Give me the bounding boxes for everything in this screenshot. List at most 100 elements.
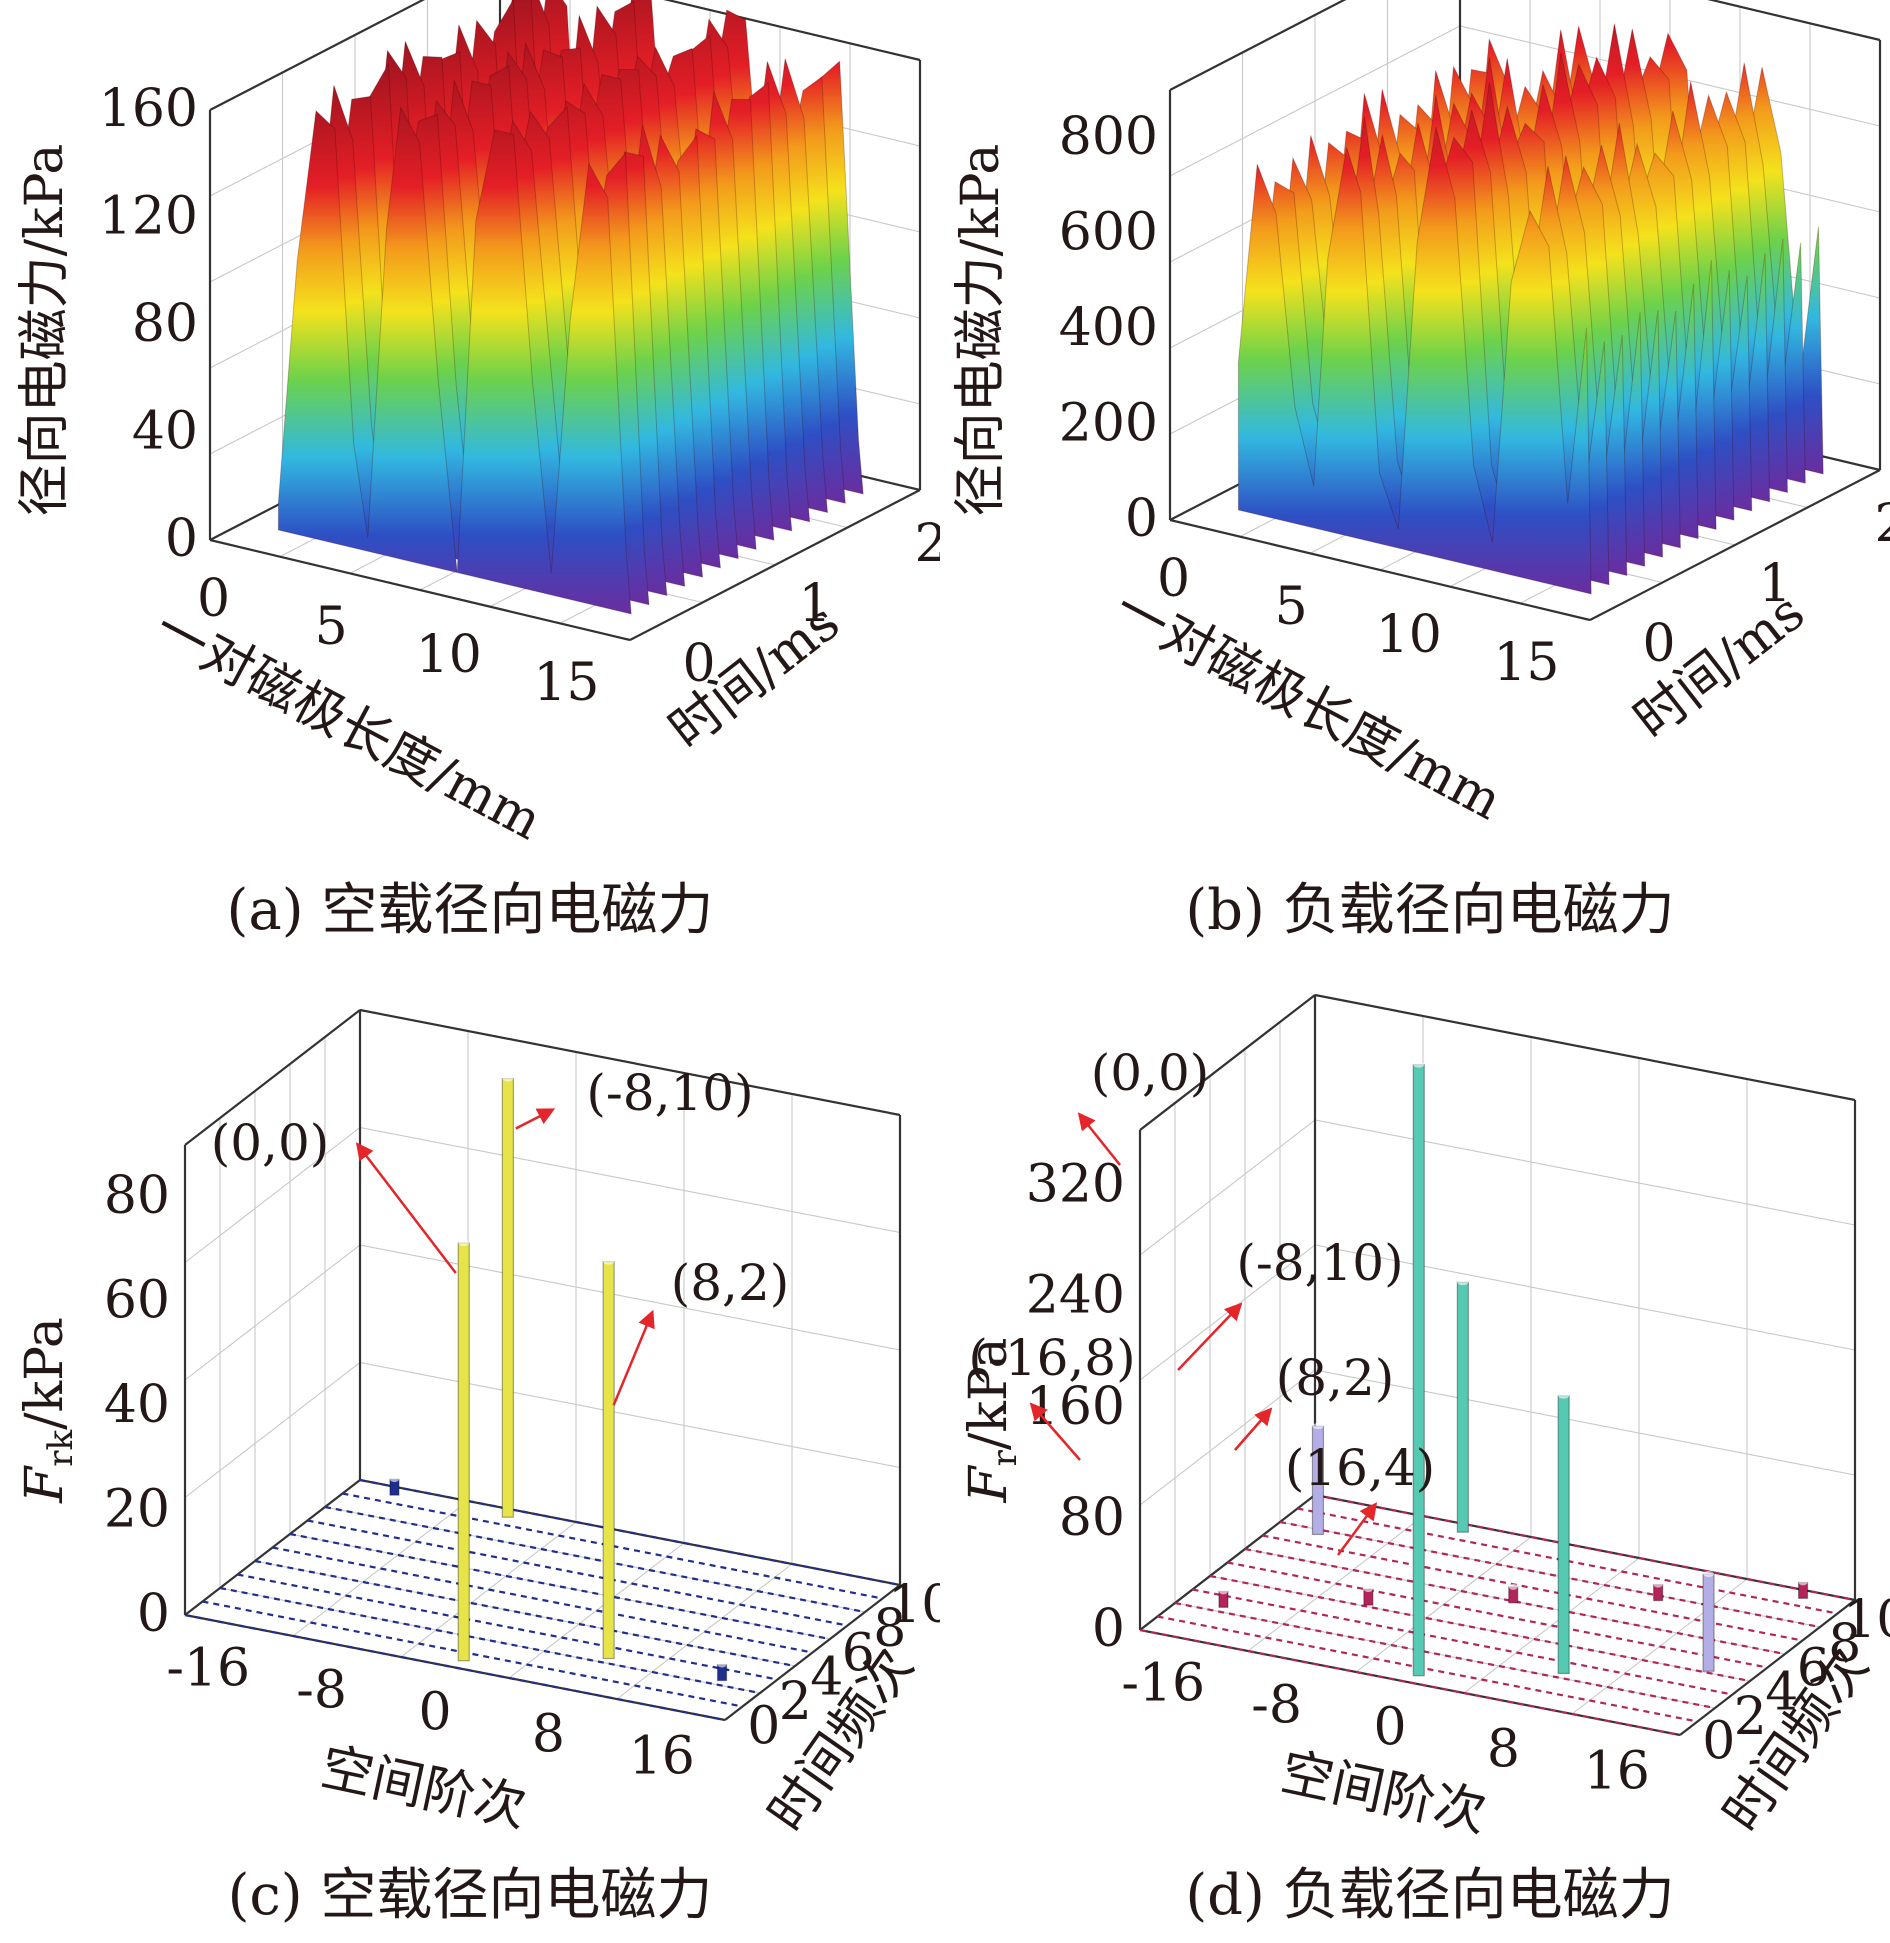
- bar: [1456, 1281, 1469, 1533]
- z-axis-symbol: F: [15, 1465, 75, 1504]
- y-tick-label: 2: [1874, 494, 1890, 554]
- x-axis-title: 一对磁极长度/mm: [1105, 578, 1511, 832]
- z-tick-label: 40: [132, 402, 198, 462]
- y-tick-label: 4: [1765, 1663, 1798, 1723]
- z-axis-symbol: F: [959, 1465, 1019, 1504]
- bar: [602, 1261, 615, 1660]
- y-tick-label: 0: [1642, 614, 1675, 674]
- z-tick-label: 80: [104, 1166, 170, 1226]
- x-tick-label: 16: [629, 1727, 695, 1787]
- floor-dash-line: [307, 1519, 848, 1627]
- bar-cap: [1558, 1392, 1570, 1399]
- annotation-label: (0,0): [1091, 1044, 1210, 1102]
- z-tick-label: 40: [104, 1375, 170, 1435]
- z-axis-unit: /kPa: [959, 1337, 1019, 1450]
- bar-cap: [1413, 1061, 1425, 1068]
- annotation-arrow: [515, 1108, 556, 1130]
- caption-c: (c) 空载径向电磁力: [227, 1863, 713, 1928]
- floor-dash-line: [254, 1559, 796, 1668]
- z-tick-label: 80: [132, 294, 198, 354]
- floor-dash-line: [1192, 1588, 1733, 1696]
- y-tick-label: 2: [779, 1672, 812, 1732]
- z-tick-label: 600: [1059, 202, 1158, 262]
- y-tick-label: 10: [1843, 1590, 1890, 1650]
- x-tick-label: -16: [1121, 1653, 1205, 1713]
- bar-cap: [1218, 1588, 1228, 1595]
- panel-a: 0 40 80 120 160 0 5 10 15 0 1 2 径向电磁力/kPa 一对磁极长度/mm 时间…: [0, 0, 940, 960]
- caption-a: (a) 空载径向电磁力: [226, 878, 714, 943]
- y-tick-label: 2: [914, 514, 940, 574]
- x-tick-label: 0: [197, 569, 230, 629]
- floor-dash-line: [219, 1586, 761, 1695]
- floor-dash-line: [1139, 1628, 1681, 1737]
- x-axis-title: 一对磁极长度/mm: [145, 598, 551, 852]
- floor-dash-line: [1279, 1520, 1821, 1629]
- z-tick-label: 320: [1026, 1155, 1125, 1215]
- floor-dash-line: [1174, 1601, 1716, 1710]
- y-tick-label: 10: [888, 1575, 940, 1635]
- annotation-label: (-16,8): [968, 1329, 1135, 1387]
- z-axis-title: 径向电磁力/kPa: [15, 144, 75, 517]
- x-tick-label: -8: [1251, 1675, 1302, 1735]
- annotation-arrow: [355, 1142, 457, 1274]
- caption-b: (b) 负载径向电磁力: [1185, 878, 1675, 943]
- annotation-arrow: [1177, 1302, 1243, 1371]
- surface-ribbon: [277, 105, 632, 615]
- z-tick-label: 120: [99, 187, 198, 247]
- annotation-arrow: [612, 1309, 655, 1406]
- z-tick-label: 400: [1059, 298, 1158, 358]
- floor-dash-line: [202, 1600, 743, 1708]
- floor-dash-line: [324, 1505, 866, 1614]
- bar-cap: [458, 1239, 470, 1246]
- floor-dash-line: [1227, 1561, 1768, 1669]
- annotation-label: (-8,10): [1236, 1234, 1403, 1292]
- x-tick-label: 10: [1376, 605, 1442, 665]
- floor-dash-line: [1157, 1615, 1698, 1723]
- z-tick-label: 240: [1026, 1266, 1125, 1326]
- z-axis-subscript: r: [985, 1449, 1025, 1466]
- panel-b: 0 200 400 600 800 0 5 10 15 0 1 2 径向电磁力/kPa 一对磁极长度/mm…: [940, 0, 1890, 960]
- z-axis-title: 径向电磁力/kPa: [951, 144, 1011, 517]
- x-tick-label: 15: [1493, 633, 1559, 693]
- bar-cap: [1457, 1279, 1469, 1286]
- caption-d: (d) 负载径向电磁力: [1185, 1863, 1675, 1928]
- z-tick-label: 20: [104, 1480, 170, 1540]
- y-tick-label: 2: [1734, 1687, 1767, 1747]
- floor-dash-line: [1314, 1493, 1856, 1602]
- y-tick-label: 6: [1797, 1638, 1830, 1698]
- x-tick-label: -16: [166, 1638, 250, 1698]
- grid-lines: [1139, 994, 1856, 1736]
- floor-dash-line: [1209, 1574, 1751, 1683]
- floor-dash-line: [184, 1613, 726, 1722]
- z-tick-label: 60: [104, 1271, 170, 1331]
- y-tick-label: 1: [798, 574, 831, 634]
- y-tick-label: 0: [747, 1696, 780, 1756]
- floor-dash-line: [289, 1532, 831, 1641]
- x-tick-label: 5: [315, 597, 348, 657]
- y-tick-label: 8: [873, 1599, 906, 1659]
- annotation-arrow: [1029, 1402, 1081, 1461]
- annotation-label: (8,2): [1276, 1349, 1395, 1407]
- z-axis-unit: /kPa: [15, 1317, 75, 1430]
- x-tick-label: 10: [416, 625, 482, 685]
- bar-cap: [1703, 1571, 1715, 1578]
- bar3d-chart-d: 080160240320-16-808160246810Fr/kPa空间阶次时间…: [959, 993, 1890, 1844]
- bar-cap: [1798, 1579, 1808, 1586]
- floor-dash-line: [237, 1573, 778, 1681]
- z-tick-label: 0: [1092, 1599, 1125, 1659]
- z-tick-label: 0: [1125, 489, 1158, 549]
- surface-ribbon: [1237, 127, 1592, 595]
- x-tick-label: 5: [1275, 577, 1308, 637]
- x-axis-title: 空间阶次: [316, 1737, 532, 1839]
- bar-cap: [502, 1075, 514, 1082]
- bar-cap: [389, 1476, 399, 1483]
- x-tick-label: 8: [1487, 1720, 1520, 1780]
- z-tick-label: 160: [99, 79, 198, 139]
- z-axis-title: Frk/kPa: [15, 1317, 81, 1504]
- bar-cap: [603, 1258, 615, 1265]
- bar: [1702, 1573, 1715, 1672]
- annotation-arrow: [1077, 1112, 1121, 1166]
- annotation-label: (16,4): [1285, 1439, 1435, 1497]
